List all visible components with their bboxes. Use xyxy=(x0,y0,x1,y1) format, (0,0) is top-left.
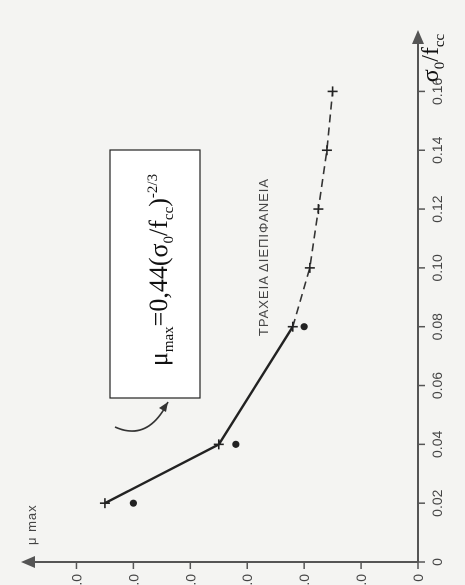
dot-marker xyxy=(232,440,240,448)
annotation-arrowhead xyxy=(159,402,168,412)
x-tick-label: 0 xyxy=(429,558,445,566)
y-tick-label: 4.0 xyxy=(182,574,198,585)
y-tick-label: 3.0 xyxy=(239,574,255,585)
plus-marker xyxy=(287,321,298,332)
annotation-label: ΤΡΑΧΕΙΑ ΔΙΕΠΙΦΑΝΕΙΑ xyxy=(256,178,271,336)
x-tick-label: 0.10 xyxy=(429,254,445,281)
plot-area: 0 0.02 0.04 0.06 0.08 0.10 0.12 0.14 0.16 0 1.0 2.… xyxy=(21,30,445,585)
x-tick-label: 0.12 xyxy=(429,195,445,222)
x-tick-label: 0.06 xyxy=(429,372,445,399)
x-tick-label: 0.02 xyxy=(429,489,445,516)
y-axis-arrow xyxy=(21,556,35,568)
plus-marker xyxy=(213,439,224,450)
y-tick-label: 6.0 xyxy=(68,574,84,585)
x-axis-label: σ0/fcc xyxy=(418,33,448,82)
plus-marker xyxy=(304,262,315,273)
plus-marker xyxy=(99,498,110,509)
y-axis-label: μ max xyxy=(24,504,39,545)
data-points xyxy=(99,86,338,509)
fit-curve-dashed xyxy=(292,91,334,327)
y-tick-label: 1.0 xyxy=(353,574,369,585)
plus-marker xyxy=(321,145,332,156)
y-tick-label: 0 xyxy=(410,574,426,582)
x-ticks: 0 0.02 0.04 0.06 0.08 0.10 0.12 0.14 0.16 xyxy=(418,78,445,566)
x-tick-label: 0.04 xyxy=(429,431,445,458)
dot-marker xyxy=(129,499,137,507)
plus-marker xyxy=(313,204,324,215)
equation-box xyxy=(109,149,201,399)
dot-marker xyxy=(300,323,308,331)
x-tick-label: 0.14 xyxy=(429,136,445,163)
y-tick-label: 2.0 xyxy=(296,574,312,585)
plus-marker xyxy=(327,86,338,97)
x-axis-arrow xyxy=(412,30,424,44)
y-tick-label: 5.0 xyxy=(125,574,141,585)
y-ticks: 0 1.0 2.0 3.0 4.0 5.0 6.0 xyxy=(68,562,426,585)
x-tick-label: 0.08 xyxy=(429,313,445,340)
annotation-arrow xyxy=(114,401,169,432)
x-tick-label: 0.16 xyxy=(429,78,445,105)
